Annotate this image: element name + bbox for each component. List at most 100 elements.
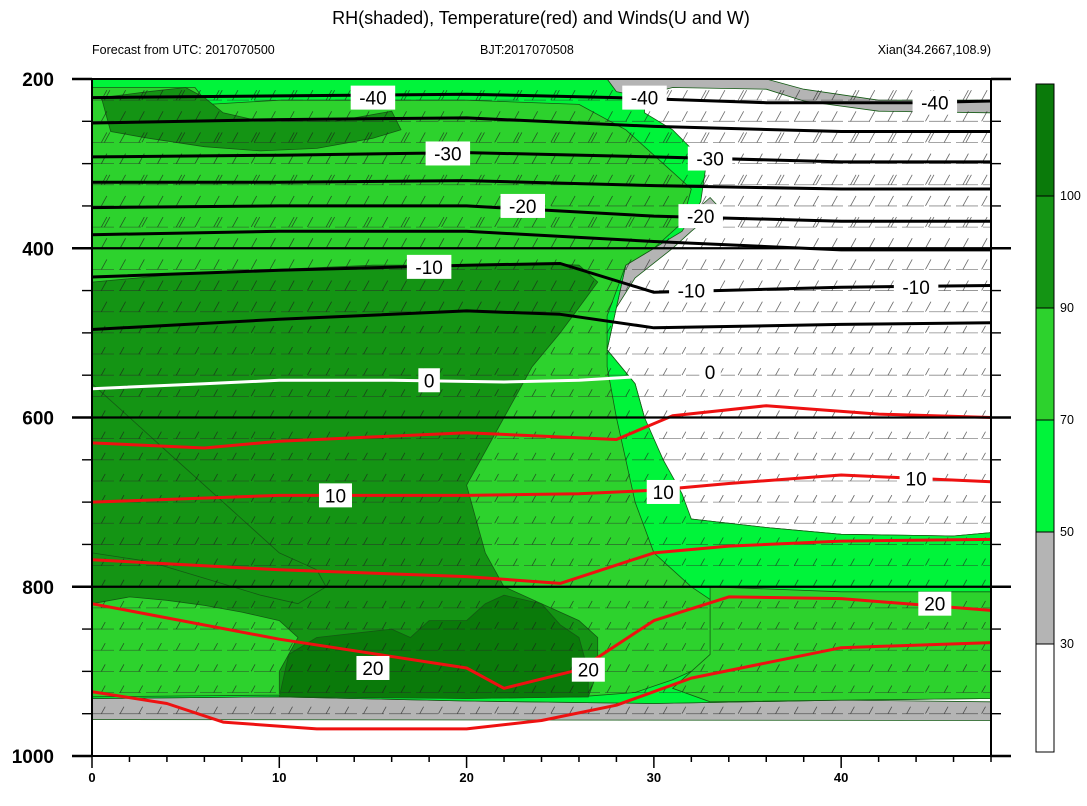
wind-barb bbox=[925, 346, 930, 355]
wind-barb bbox=[438, 579, 443, 587]
wind-barb bbox=[681, 431, 687, 439]
wind-barb bbox=[625, 664, 630, 672]
wind-barb bbox=[157, 346, 162, 355]
wind-barb bbox=[381, 600, 387, 609]
wind-barb bbox=[494, 537, 499, 545]
wind-barb bbox=[213, 389, 218, 397]
wind-barb bbox=[775, 325, 780, 334]
wind-barb bbox=[887, 301, 894, 312]
wind-barb bbox=[756, 621, 762, 630]
wind-barb bbox=[269, 600, 275, 609]
wind-barb bbox=[531, 367, 537, 376]
wind-barb bbox=[644, 558, 649, 566]
wind-barb bbox=[962, 132, 969, 143]
wind-barb bbox=[775, 431, 780, 439]
wind-barb bbox=[381, 153, 389, 164]
wind-barb bbox=[625, 325, 630, 334]
wind-barb bbox=[962, 301, 969, 312]
y-tick-label: 600 bbox=[22, 409, 54, 430]
wind-barb bbox=[363, 132, 370, 143]
wind-barb bbox=[104, 132, 111, 143]
wind-barb bbox=[400, 238, 407, 249]
wind-barb bbox=[906, 195, 913, 207]
wind-barb bbox=[269, 216, 276, 228]
wind-barb bbox=[943, 516, 949, 524]
wind-barb bbox=[475, 600, 481, 609]
wind-barb bbox=[232, 537, 237, 545]
wind-barb bbox=[232, 389, 237, 397]
wind-barb bbox=[269, 367, 275, 376]
wind-barb bbox=[890, 132, 897, 143]
wind-barb bbox=[400, 216, 407, 228]
wind-barb bbox=[550, 643, 556, 651]
wind-barb bbox=[494, 389, 499, 397]
wind-barb bbox=[438, 558, 443, 566]
wind-barb bbox=[625, 643, 630, 651]
wind-barb bbox=[778, 132, 785, 143]
wind-barb bbox=[157, 473, 162, 482]
wind-barb bbox=[175, 195, 183, 207]
wind-barb bbox=[850, 621, 855, 630]
wind-barb bbox=[400, 389, 406, 397]
wind-barb bbox=[344, 389, 350, 397]
wind-barb bbox=[550, 389, 556, 397]
wind-barb bbox=[831, 494, 837, 503]
contour-label-text: 0 bbox=[705, 363, 716, 384]
wind-barb bbox=[138, 111, 145, 122]
wind-barb bbox=[175, 452, 181, 461]
wind-barb bbox=[475, 516, 481, 524]
wind-barb bbox=[756, 346, 762, 355]
wind-barb bbox=[906, 558, 911, 566]
wind-barb bbox=[793, 195, 801, 207]
wind-barb bbox=[943, 238, 951, 249]
wind-barb bbox=[569, 325, 574, 334]
wind-barb bbox=[587, 452, 593, 461]
wind-barb bbox=[812, 195, 819, 207]
wind-barb bbox=[363, 473, 368, 482]
wind-barb bbox=[178, 132, 186, 143]
wind-barb bbox=[438, 346, 443, 355]
wind-barb bbox=[363, 579, 368, 587]
colorbar-label: 30 bbox=[1060, 637, 1074, 651]
wind-barb bbox=[381, 558, 387, 566]
wind-barb bbox=[175, 431, 181, 439]
wind-barb bbox=[475, 558, 481, 566]
wind-barb bbox=[606, 579, 612, 587]
wind-barb bbox=[906, 301, 913, 312]
wind-barb bbox=[793, 558, 799, 566]
wind-barb bbox=[587, 643, 593, 651]
wind-barb bbox=[700, 301, 707, 312]
wind-barb bbox=[606, 473, 612, 482]
wind-barb bbox=[644, 216, 651, 228]
wind-barb bbox=[965, 174, 972, 185]
wind-barb bbox=[344, 238, 351, 249]
wind-barb bbox=[925, 431, 930, 439]
wind-barb bbox=[250, 280, 258, 291]
wind-barb bbox=[288, 706, 293, 714]
wind-barb bbox=[812, 238, 819, 249]
wind-barb bbox=[325, 516, 331, 524]
wind-barb bbox=[475, 706, 481, 714]
wind-barb bbox=[101, 452, 106, 461]
y-tick-label: 800 bbox=[22, 578, 54, 599]
wind-barb bbox=[475, 537, 481, 545]
wind-barb bbox=[662, 600, 668, 609]
forecast-label: Forecast from UTC: 2017070500 bbox=[92, 43, 275, 57]
wind-barb bbox=[981, 452, 986, 461]
wind-barb bbox=[925, 664, 930, 672]
wind-barb bbox=[719, 558, 724, 566]
contour-label-box bbox=[571, 657, 605, 682]
wind-barb bbox=[587, 600, 593, 609]
wind-barb bbox=[288, 216, 295, 228]
wind-barb bbox=[325, 195, 332, 207]
wind-barb bbox=[363, 516, 368, 524]
wind-barb bbox=[269, 452, 275, 461]
wind-barb bbox=[906, 325, 911, 334]
wind-barb bbox=[906, 367, 911, 376]
wind-barb bbox=[550, 664, 556, 672]
wind-barb bbox=[662, 367, 668, 376]
wind-barb bbox=[815, 216, 822, 228]
colorbar-box bbox=[1035, 643, 1055, 753]
wind-barb bbox=[606, 301, 613, 312]
wind-barb bbox=[178, 89, 186, 101]
